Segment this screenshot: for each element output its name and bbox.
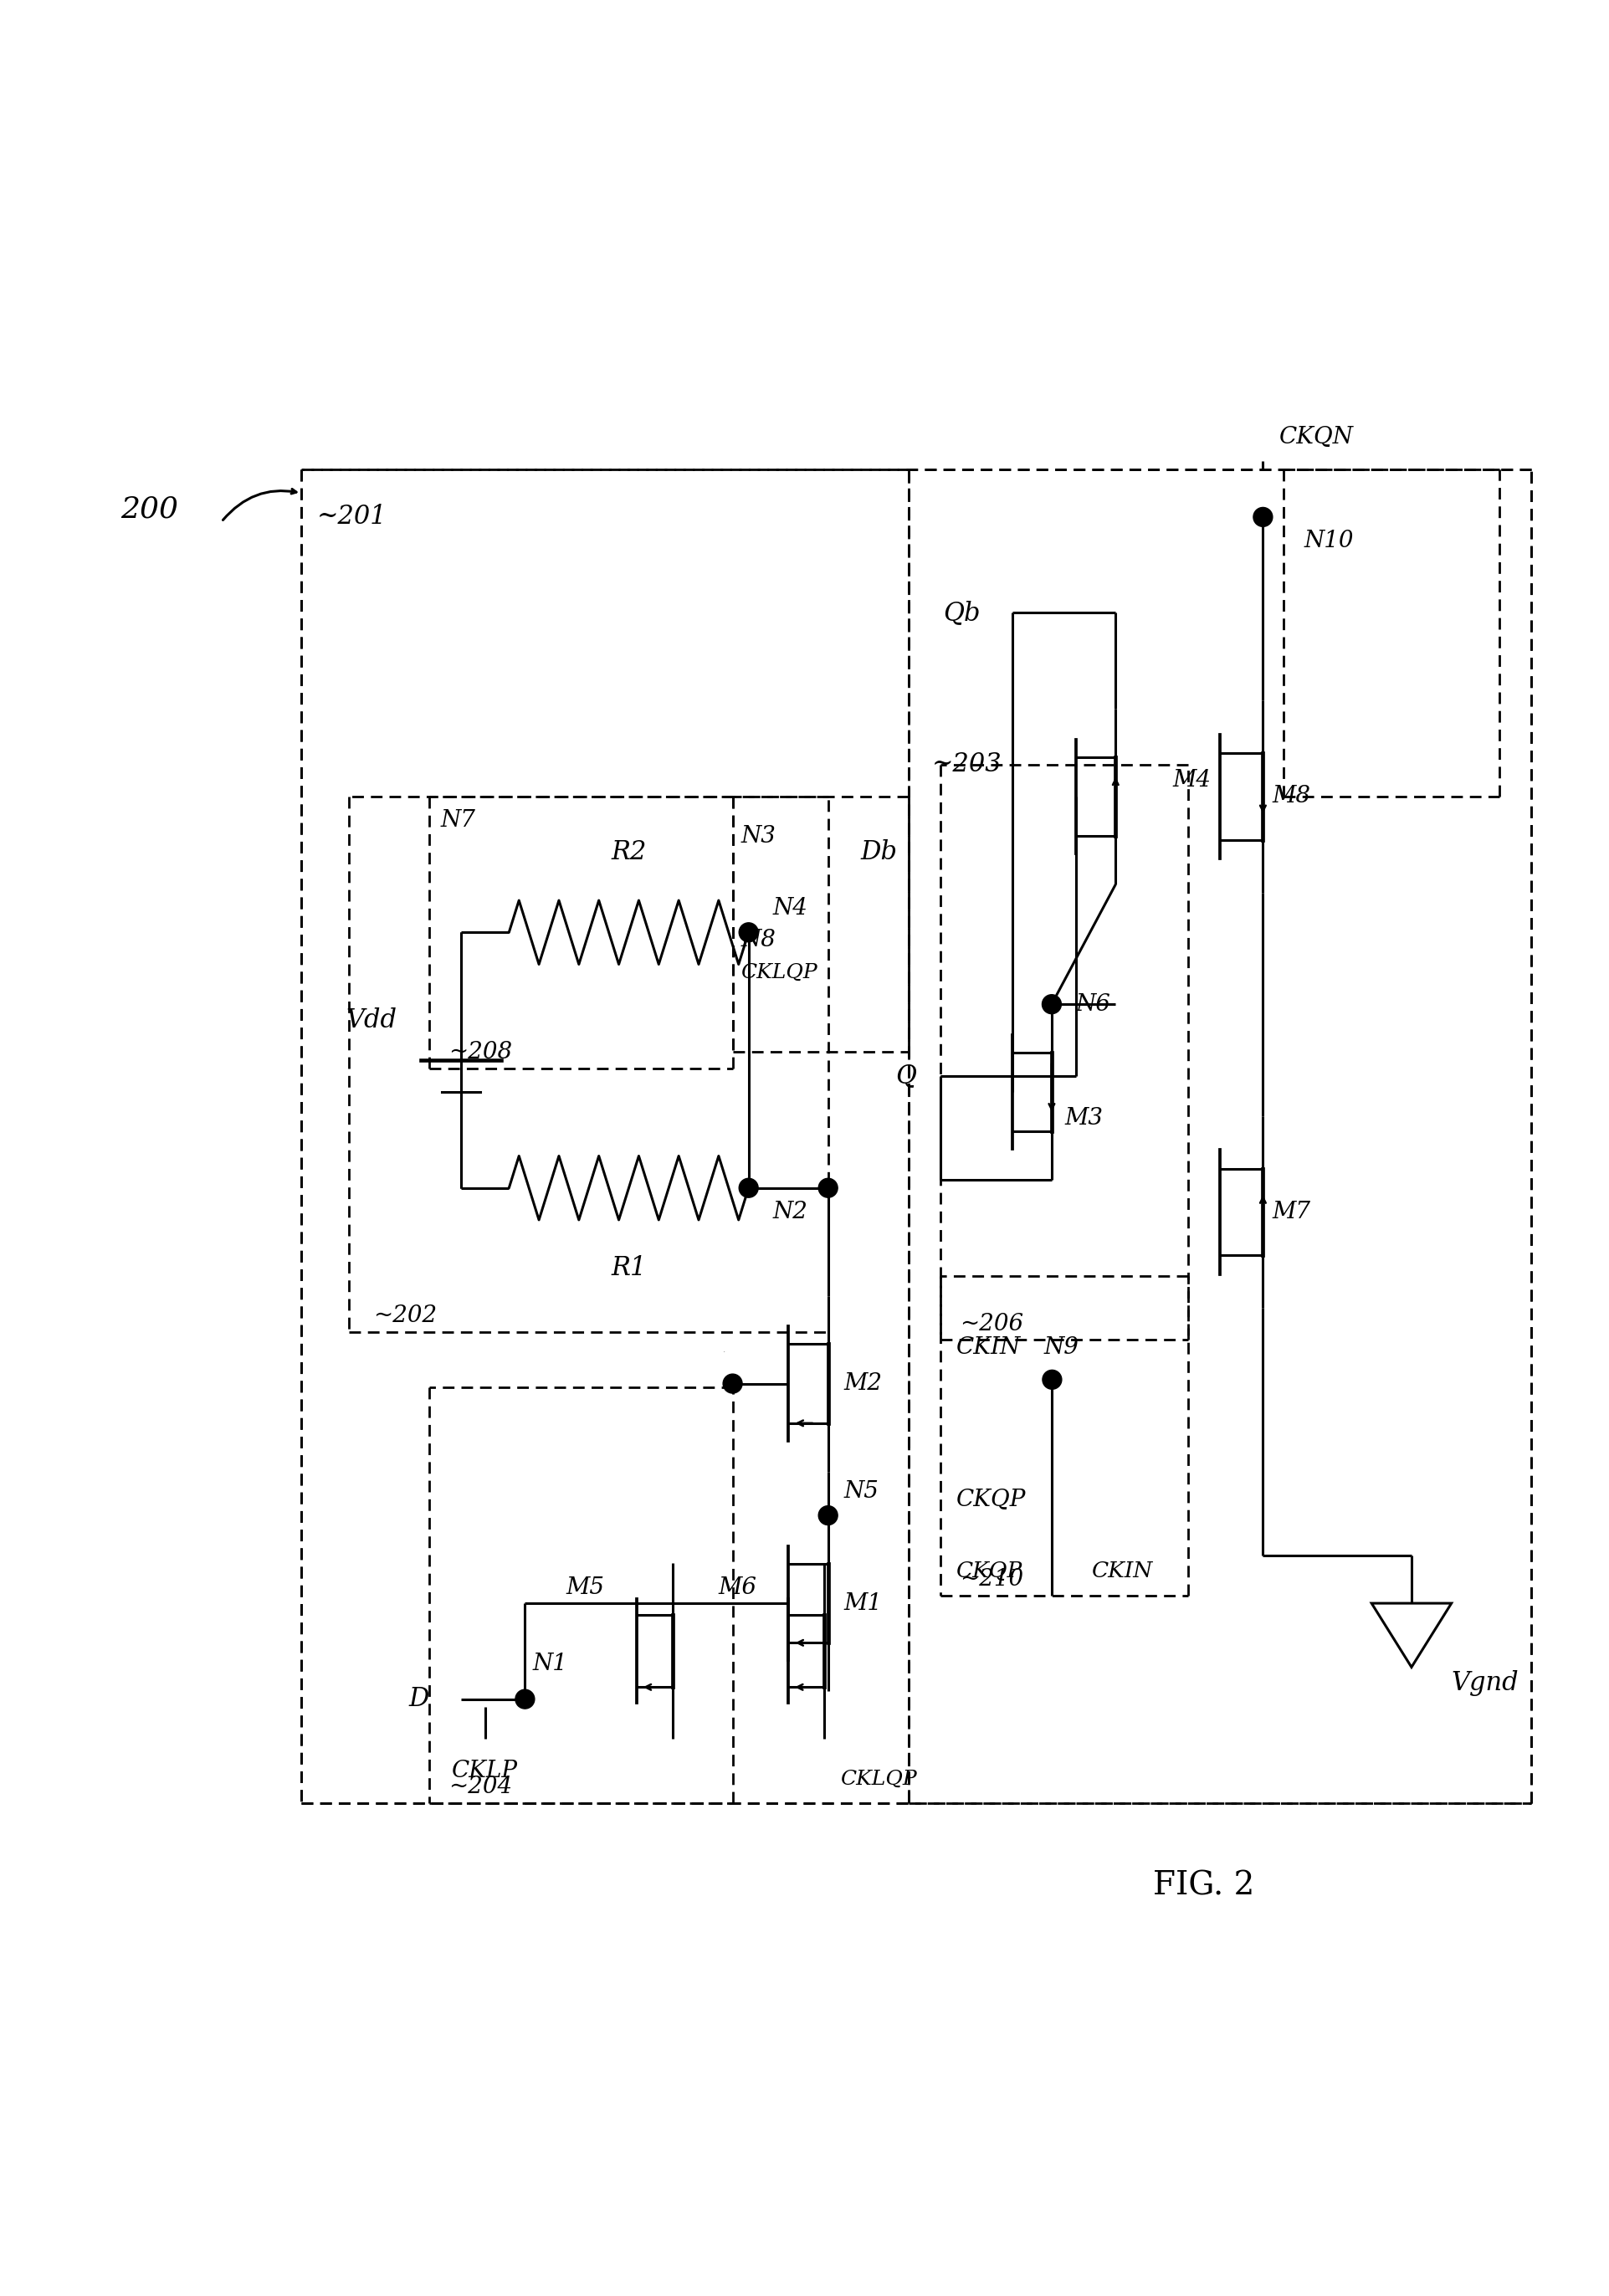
Text: ~208: ~208	[449, 1040, 512, 1063]
Text: N5: N5	[845, 1481, 879, 1504]
Text: M5: M5	[566, 1575, 605, 1598]
Circle shape	[739, 1178, 758, 1199]
Text: M4: M4	[1173, 769, 1212, 792]
Circle shape	[722, 1373, 742, 1394]
Text: Qb: Qb	[943, 599, 980, 627]
Text: R2: R2	[611, 840, 647, 866]
Text: M8: M8	[1273, 785, 1311, 808]
Text: N9: N9	[1044, 1336, 1080, 1359]
Text: CKQN: CKQN	[1279, 425, 1353, 448]
Circle shape	[1043, 1371, 1062, 1389]
Text: ~206: ~206	[959, 1313, 1023, 1334]
Text: Q: Q	[895, 1063, 916, 1088]
Text: Db: Db	[861, 840, 898, 866]
Circle shape	[515, 1690, 534, 1708]
Text: R1: R1	[611, 1256, 647, 1281]
Text: ~204: ~204	[449, 1775, 512, 1798]
Circle shape	[1043, 994, 1062, 1015]
Text: M1: M1	[845, 1591, 882, 1614]
Text: CKQP: CKQP	[956, 1488, 1027, 1511]
Text: D: D	[409, 1685, 430, 1713]
Text: CKQP: CKQP	[956, 1561, 1023, 1582]
Text: N10: N10	[1305, 530, 1355, 553]
Text: ~201: ~201	[317, 505, 388, 530]
Text: FIG. 2: FIG. 2	[1154, 1871, 1255, 1901]
Text: M2: M2	[845, 1373, 882, 1396]
Text: CKIN: CKIN	[956, 1336, 1020, 1359]
Text: CKIN: CKIN	[1093, 1561, 1154, 1582]
Text: ~210: ~210	[959, 1568, 1023, 1591]
Circle shape	[819, 1178, 838, 1199]
Circle shape	[739, 923, 758, 941]
Text: CKLQP: CKLQP	[840, 1770, 917, 1789]
Text: Vdd: Vdd	[346, 1008, 397, 1033]
Text: N4: N4	[772, 898, 808, 921]
Text: N8: N8	[740, 930, 776, 951]
Text: N6: N6	[1076, 992, 1110, 1015]
Text: M6: M6	[718, 1575, 756, 1598]
Text: N7: N7	[441, 808, 475, 831]
Circle shape	[819, 1506, 838, 1525]
Text: Vgnd: Vgnd	[1451, 1669, 1519, 1697]
Text: ~202: ~202	[373, 1304, 438, 1327]
Text: N2: N2	[772, 1201, 808, 1224]
Text: CKLQP: CKLQP	[740, 962, 817, 983]
Text: M3: M3	[1065, 1107, 1104, 1130]
Text: N3: N3	[740, 824, 776, 847]
Circle shape	[1253, 507, 1273, 526]
Text: ~203: ~203	[932, 751, 1002, 778]
Text: CKLP: CKLP	[452, 1759, 518, 1782]
Text: 200: 200	[121, 496, 179, 523]
Text: N1: N1	[533, 1653, 568, 1676]
Text: M7: M7	[1273, 1201, 1311, 1224]
